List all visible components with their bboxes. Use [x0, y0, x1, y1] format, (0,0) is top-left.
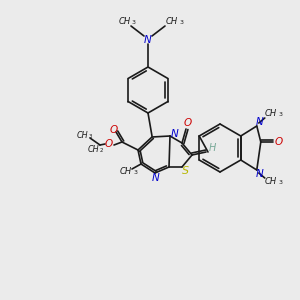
Text: N: N — [256, 169, 264, 179]
Text: O: O — [110, 125, 118, 135]
Text: O: O — [275, 137, 283, 147]
Text: N: N — [144, 35, 152, 45]
Text: 3: 3 — [279, 181, 283, 185]
Text: CH: CH — [76, 131, 88, 140]
Text: 3: 3 — [134, 170, 138, 175]
Text: 3: 3 — [279, 112, 283, 118]
Text: CH: CH — [265, 178, 277, 187]
Text: 3: 3 — [89, 134, 92, 140]
Text: N: N — [152, 173, 160, 183]
Text: CH: CH — [87, 145, 99, 154]
Text: CH: CH — [265, 110, 277, 118]
Text: 2: 2 — [100, 148, 103, 152]
Text: 3: 3 — [180, 20, 184, 26]
Text: CH: CH — [120, 167, 132, 176]
Text: CH: CH — [166, 17, 178, 26]
Text: CH: CH — [119, 17, 131, 26]
Text: 3: 3 — [132, 20, 136, 26]
Text: O: O — [105, 139, 113, 149]
Text: O: O — [184, 118, 192, 128]
Text: H: H — [208, 143, 216, 153]
Text: S: S — [182, 166, 189, 176]
Text: N: N — [256, 117, 264, 127]
Text: N: N — [171, 129, 179, 139]
